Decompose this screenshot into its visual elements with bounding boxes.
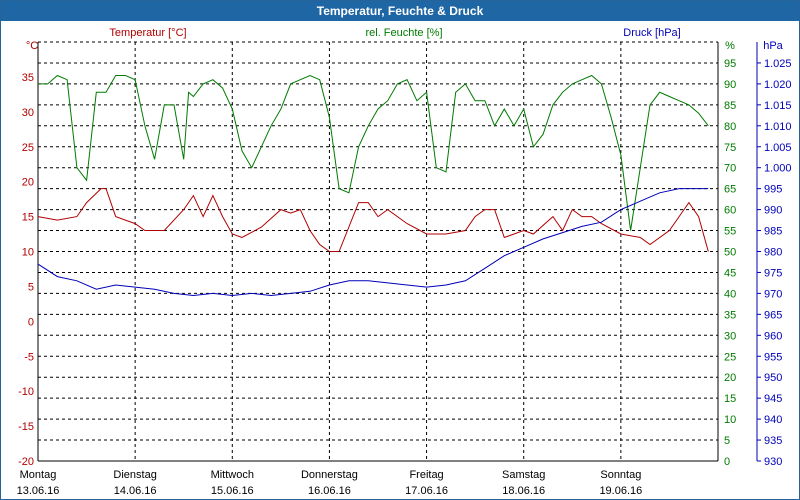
temperature-tick-label: 0 (28, 316, 34, 328)
humidity-tick-label: 5 (724, 435, 730, 447)
temperature-tick-label: -15 (18, 421, 34, 433)
humidity-tick-label: 85 (724, 100, 736, 112)
pressure-tick-label: 1.005 (764, 142, 792, 154)
pressure-series-line (37, 188, 709, 297)
humidity-axis-label: rel. Feuchte [%] (365, 27, 442, 39)
day-name-label: Samstag (502, 469, 545, 481)
humidity-tick-label: 50 (724, 247, 736, 259)
humidity-tick-label: 35 (724, 309, 736, 321)
day-name-label: Mittwoch (211, 469, 254, 481)
humidity-tick-label: 20 (724, 372, 736, 384)
temperature-tick-label: 15 (22, 212, 34, 224)
pressure-tick-label: 990 (764, 205, 782, 217)
temperature-unit-label: °C (26, 40, 38, 52)
day-date-label: 17.06.16 (405, 485, 448, 497)
pressure-tick-label: 950 (764, 372, 782, 384)
pressure-tick-label: 1.020 (764, 79, 792, 91)
temperature-tick-label: 30 (22, 107, 34, 119)
pressure-tick-label: 1.015 (764, 100, 792, 112)
pressure-unit-label: hPa (763, 40, 783, 52)
humidity-tick-label: 45 (724, 267, 736, 279)
humidity-tick-label: 0 (724, 456, 730, 468)
pressure-tick-label: 975 (764, 267, 782, 279)
grid (38, 41, 718, 461)
pressure-tick-label: 945 (764, 393, 782, 405)
humidity-tick-label: 60 (724, 205, 736, 217)
pressure-tick-label: 960 (764, 330, 782, 342)
pressure-tick-label: 995 (764, 184, 782, 196)
day-name-label: Sonntag (600, 469, 641, 481)
pressure-tick-label: 970 (764, 288, 782, 300)
axes: 35302520151050-5-10-15-20959085807570656… (17, 42, 792, 497)
day-date-label: 15.06.16 (211, 485, 254, 497)
humidity-tick-label: 90 (724, 79, 736, 91)
day-date-label: 14.06.16 (114, 485, 157, 497)
temperature-tick-label: 5 (28, 281, 34, 293)
pressure-tick-label: 930 (764, 456, 782, 468)
humidity-tick-label: 25 (724, 351, 736, 363)
temperature-series-line (37, 188, 709, 252)
humidity-tick-label: 80 (724, 121, 736, 133)
temperature-tick-label: 25 (22, 142, 34, 154)
window-title: Temperatur, Feuchte & Druck (1, 1, 799, 21)
pressure-tick-label: 1.025 (764, 58, 792, 70)
pressure-tick-label: 1.000 (764, 163, 792, 175)
temperature-tick-label: -10 (18, 386, 34, 398)
pressure-tick-label: 980 (764, 247, 782, 259)
pressure-axis-label: Druck [hPa] (623, 27, 680, 39)
pressure-tick-label: 1.010 (764, 121, 792, 133)
day-name-label: Dienstag (113, 469, 156, 481)
series-lines (37, 74, 709, 297)
humidity-series-line (38, 74, 709, 231)
day-date-label: 18.06.16 (502, 485, 545, 497)
day-date-label: 13.06.16 (17, 485, 60, 497)
temperature-tick-label: 20 (22, 177, 34, 189)
axis-labels: Temperatur [°C] rel. Feuchte [%] Druck [… (26, 27, 784, 52)
humidity-tick-label: 10 (724, 414, 736, 426)
pressure-tick-label: 935 (764, 435, 782, 447)
humidity-tick-label: 70 (724, 163, 736, 175)
pressure-tick-label: 940 (764, 414, 782, 426)
humidity-tick-label: 95 (724, 58, 736, 70)
day-name-label: Montag (20, 469, 57, 481)
humidity-tick-label: 15 (724, 393, 736, 405)
humidity-tick-label: 75 (724, 142, 736, 154)
pressure-tick-label: 955 (764, 351, 782, 363)
temperature-tick-label: 10 (22, 247, 34, 259)
humidity-tick-label: 55 (724, 226, 736, 238)
day-date-label: 19.06.16 (599, 485, 642, 497)
day-name-label: Donnerstag (301, 469, 358, 481)
pressure-tick-label: 985 (764, 226, 782, 238)
humidity-unit-label: % (725, 40, 735, 52)
day-name-label: Freitag (409, 469, 443, 481)
humidity-tick-label: 30 (724, 330, 736, 342)
temperature-tick-label: 35 (22, 72, 34, 84)
humidity-tick-label: 40 (724, 288, 736, 300)
temperature-axis-label: Temperatur [°C] (109, 27, 186, 39)
temperature-tick-label: -5 (24, 351, 34, 363)
day-date-label: 16.06.16 (308, 485, 351, 497)
humidity-tick-label: 65 (724, 184, 736, 196)
pressure-tick-label: 965 (764, 309, 782, 321)
temperature-tick-label: -20 (18, 456, 34, 468)
